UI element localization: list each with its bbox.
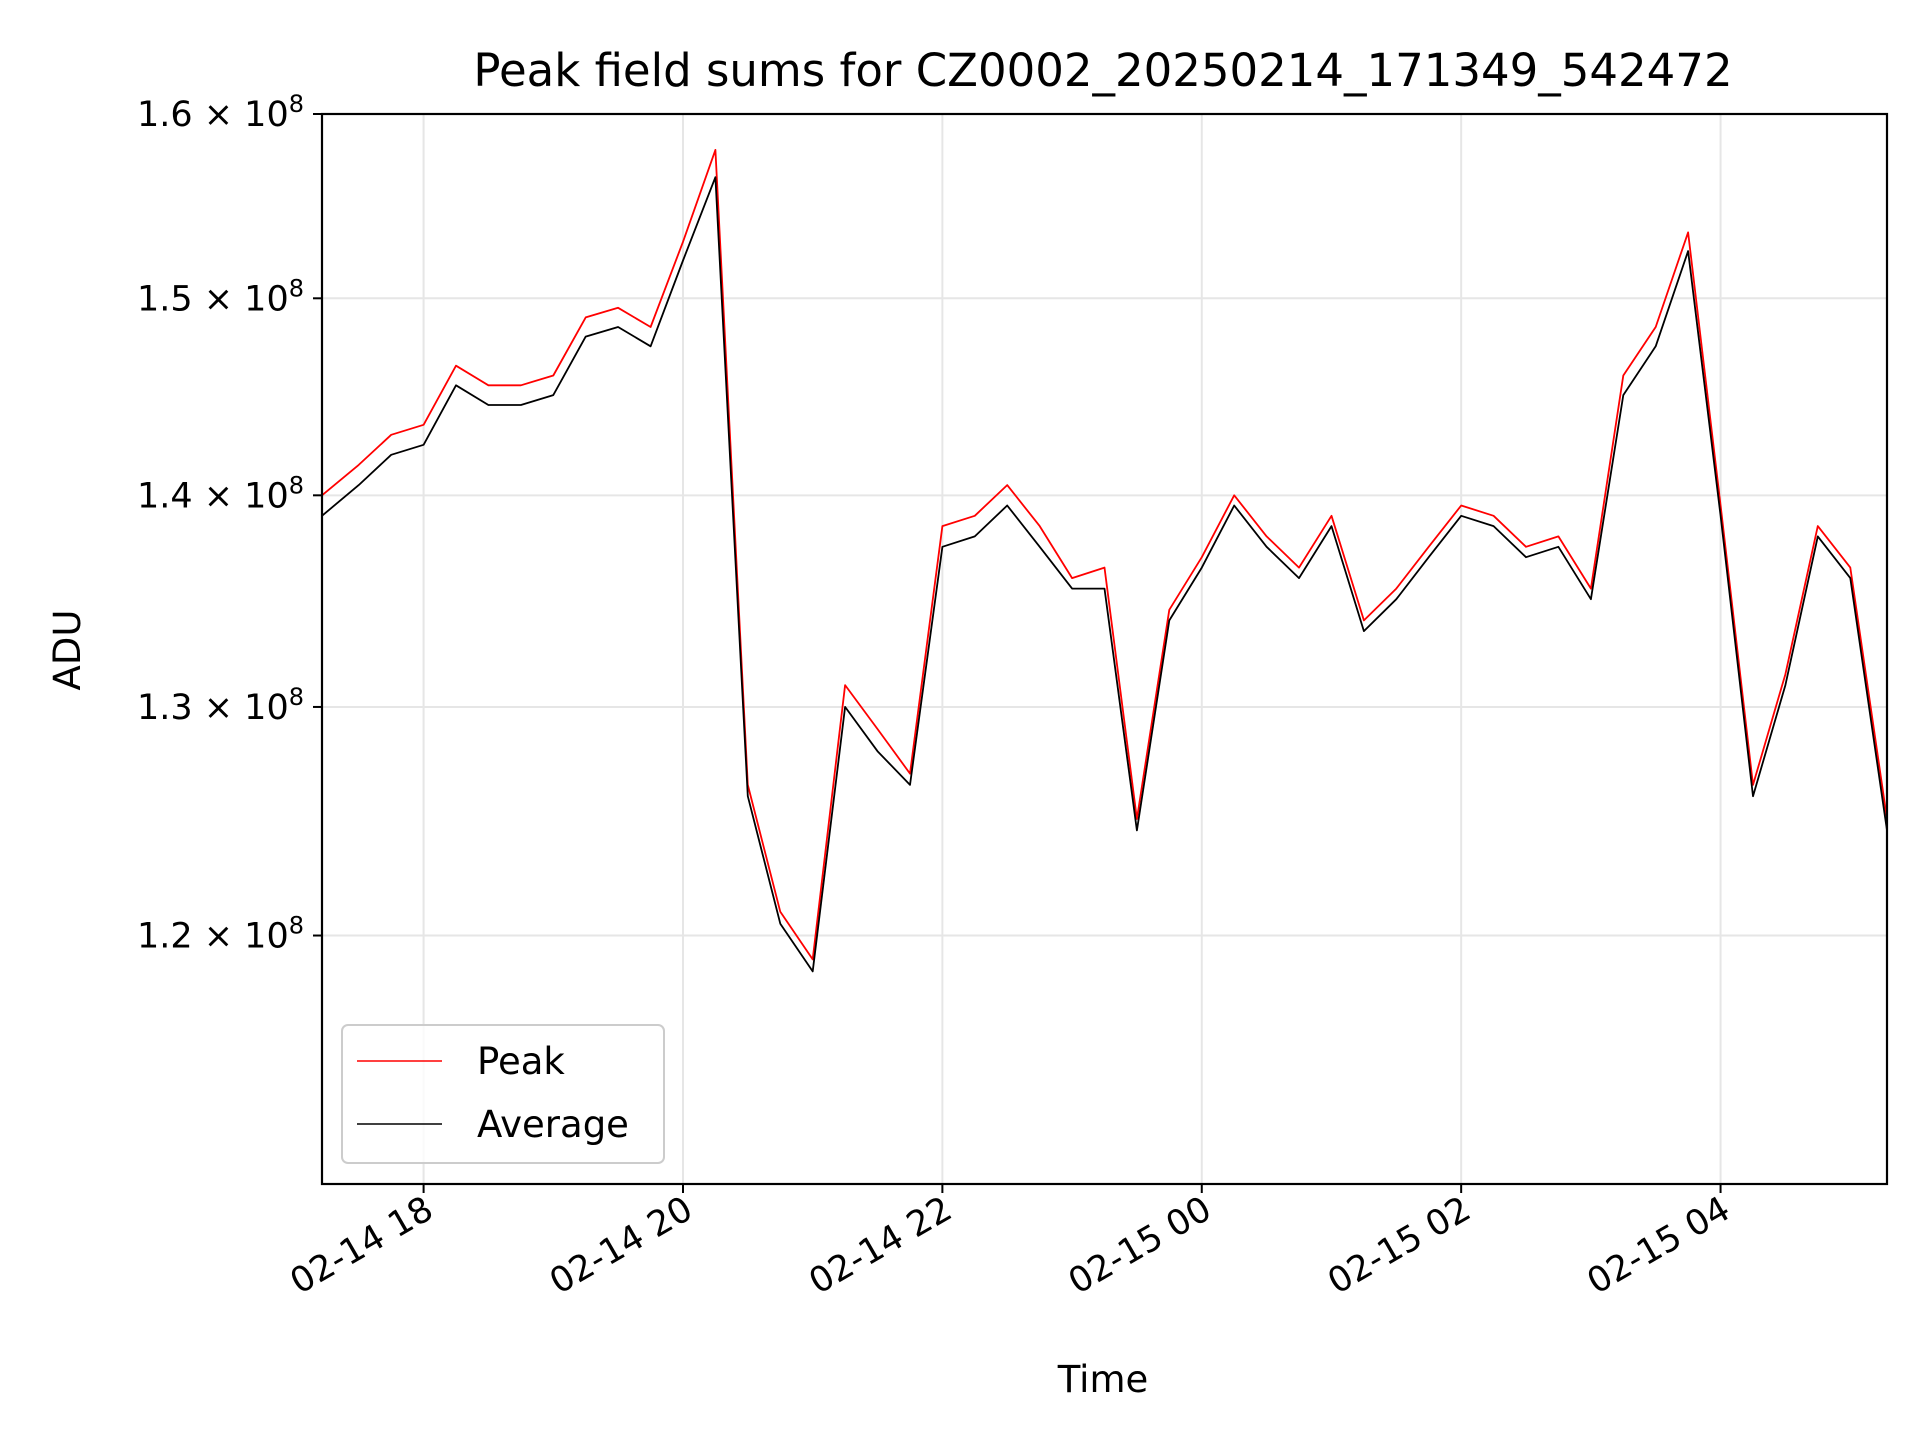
y-tick-label: 1.3 × 108 (137, 683, 304, 728)
legend: Peak Average (341, 1024, 665, 1164)
legend-label-peak: Peak (477, 1040, 565, 1083)
plot-frame (320, 112, 1889, 1186)
legend-label-average: Average (477, 1103, 629, 1146)
y-axis-ticks: 1.2 × 108 1.3 × 108 1.4 × 108 1.5 × 108 1.6 … (137, 90, 322, 957)
series-layer (321, 148, 1888, 973)
legend-box (341, 1024, 665, 1164)
y-tick-label: 1.2 × 108 (137, 912, 304, 957)
y-tick-label: 1.5 × 108 (137, 274, 304, 319)
series-line-peak (321, 148, 1888, 961)
y-tick-label: 1.6 × 108 (137, 90, 304, 135)
chart-title: Peak field sums for CZ0002_20250214_1713… (473, 44, 1732, 97)
x-axis-label: Time (1057, 1358, 1149, 1401)
series-line-average (321, 176, 1888, 973)
y-axis-label: ADU (46, 610, 89, 691)
y-tick-label: 1.4 × 108 (137, 471, 304, 516)
